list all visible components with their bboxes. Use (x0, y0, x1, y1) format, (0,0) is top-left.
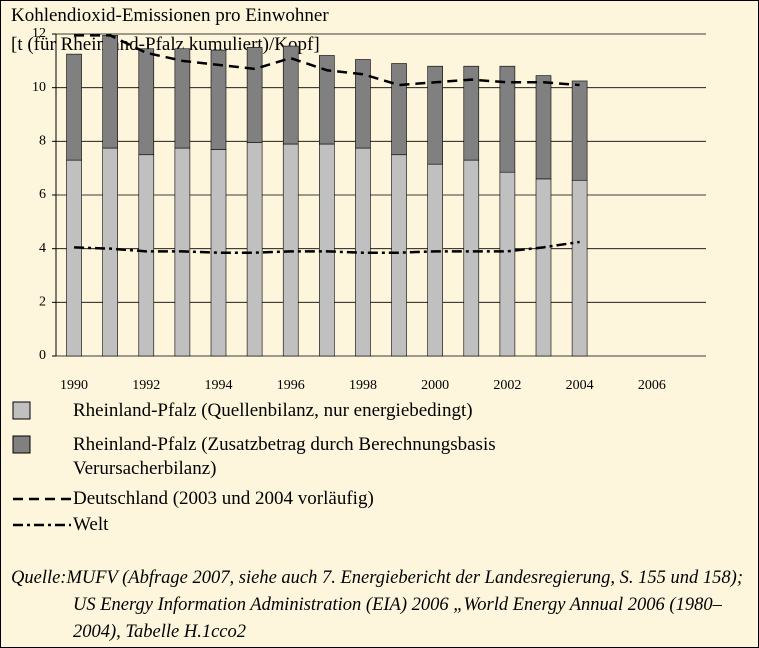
legend-label: Rheinland-Pfalz (Zusatzbetrag durch Bere… (73, 434, 496, 479)
bar-segment (571, 179, 588, 357)
chart-title: Kohlendioxid-Emissionen pro Einwohner (11, 5, 329, 26)
x-tick-label: 1998 (349, 378, 377, 393)
y-tick-label: 2 (39, 295, 46, 310)
bar-segment (246, 47, 263, 143)
y-tick-label: 4 (39, 241, 46, 256)
bar-segment (499, 171, 516, 357)
y-tick-label: 6 (39, 187, 46, 202)
bar-segment (138, 48, 155, 156)
y-tick-label: 10 (32, 80, 46, 95)
line-series (74, 34, 580, 87)
bar-segment (427, 65, 443, 165)
x-tick-label: 2006 (638, 378, 666, 393)
bar-segment (355, 59, 371, 149)
bar-segment (282, 45, 299, 145)
x-tick-label: 2000 (421, 378, 449, 393)
bar-segment (427, 163, 443, 357)
bar-segment (246, 142, 263, 357)
legend-swatch (12, 401, 31, 420)
x-tick-label: 1996 (277, 378, 305, 393)
bar-segment (319, 55, 335, 145)
legend-label: Deutschland (2003 und 2004 vorläufig) (73, 488, 374, 509)
bar-segment (463, 65, 480, 161)
y-tick-label: 0 (39, 348, 46, 363)
x-tick-label: 2002 (493, 378, 521, 393)
bar-segment (571, 80, 588, 181)
x-tick-label: 1990 (60, 378, 88, 393)
legend-label: Rheinland-Pfalz (Quellenbilanz, nur ener… (73, 400, 473, 421)
chart-subtitle: [t (für Rheinland-Pfalz kumuliert)/Kopf] (11, 34, 320, 55)
bar-segment (174, 48, 191, 149)
bar-segment (66, 159, 82, 357)
legend-label: Welt (73, 514, 109, 535)
y-tick-label: 12 (32, 26, 46, 41)
legend-swatch (12, 435, 31, 454)
bar-segment (319, 143, 335, 357)
bar-segment (282, 143, 299, 357)
bar-segment (391, 154, 407, 357)
x-tick-label: 2004 (566, 378, 594, 393)
bar-segment (102, 35, 118, 149)
y-tick-label: 8 (39, 134, 46, 149)
line-series (74, 240, 580, 254)
bar-segment (210, 49, 227, 150)
bar-segment (66, 53, 82, 161)
bar-segment (463, 159, 480, 357)
bar-segment (535, 178, 552, 357)
x-tick-label: 1992 (132, 378, 160, 393)
source-note: Quelle:MUFV (Abfrage 2007, siehe auch 7.… (11, 568, 743, 642)
bar-segment (138, 154, 155, 357)
bar-segment (102, 147, 118, 357)
bar-segment (535, 75, 552, 180)
bar-segment (499, 65, 516, 173)
x-tick-label: 1994 (205, 378, 233, 393)
bar-segment (391, 63, 407, 156)
